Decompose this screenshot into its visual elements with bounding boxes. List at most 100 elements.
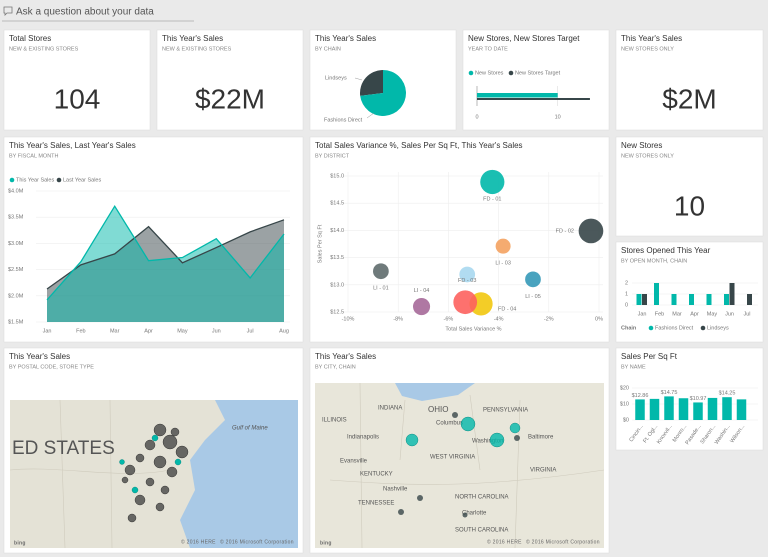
tile-subtitle: BY FISCAL MONTH bbox=[9, 153, 59, 159]
legend-marker bbox=[700, 325, 706, 331]
x-tick-label: 0% bbox=[595, 316, 603, 322]
x-tick-label: May bbox=[177, 328, 188, 334]
value-label: $14.75 bbox=[661, 390, 678, 396]
map-label: VIRGINIA bbox=[530, 468, 556, 474]
bar bbox=[664, 396, 674, 420]
tile-subtitle: BY NAME bbox=[621, 364, 646, 370]
y-tick-label: $2.0M bbox=[8, 293, 24, 299]
y-tick-label: $15.0 bbox=[330, 173, 344, 179]
leader-line bbox=[366, 112, 375, 119]
map-attribution: © 2016 Microsoft Corporation bbox=[526, 538, 600, 545]
bar bbox=[635, 399, 645, 420]
y-tick-label: $14.5 bbox=[330, 201, 344, 207]
bar bbox=[649, 398, 660, 420]
tile-subtitle: NEW & EXISTING STORES bbox=[9, 46, 79, 52]
map-bubble bbox=[417, 495, 423, 501]
area bbox=[47, 206, 284, 322]
map-label: INDIANA bbox=[378, 406, 402, 412]
bar bbox=[722, 397, 732, 420]
map-bubble bbox=[160, 485, 170, 495]
x-tick-label: 10 bbox=[555, 114, 561, 120]
bubble bbox=[480, 169, 505, 195]
map-bubbles bbox=[119, 434, 182, 494]
map-bubble bbox=[462, 512, 468, 518]
y-tick-label: 1 bbox=[625, 291, 628, 297]
bar bbox=[706, 294, 712, 305]
tile-subtitle: NEW STORES ONLY bbox=[621, 153, 674, 159]
point-label: LI - 03 bbox=[495, 261, 511, 267]
map-label: Evansville bbox=[340, 459, 368, 465]
legend-marker bbox=[9, 177, 15, 183]
tile bbox=[615, 347, 764, 451]
x-tick-label: -4% bbox=[494, 316, 504, 322]
map-label: Baltimore bbox=[528, 435, 554, 441]
x-tick-label: May bbox=[707, 311, 718, 317]
tile-subtitle: BY CITY, CHAIN bbox=[315, 364, 356, 370]
map-label: SOUTH CAROLINA bbox=[455, 528, 508, 534]
tile-subtitle: BY DISTRICT bbox=[315, 153, 350, 159]
card-value: 104 bbox=[54, 83, 101, 114]
y-tick-label: 2 bbox=[625, 280, 628, 286]
map-attribution: © 2016 HERE bbox=[181, 538, 216, 545]
tile-title: Stores Opened This Year bbox=[621, 246, 711, 255]
value-label: $10.97 bbox=[690, 396, 707, 402]
x-tick-label: Jul bbox=[743, 311, 750, 317]
map-bubble bbox=[153, 455, 167, 469]
legend-label: New Stores Target bbox=[515, 70, 561, 76]
tile-subtitle: BY POSTAL CODE, STORE TYPE bbox=[9, 364, 94, 370]
x-tick-label: Jan bbox=[43, 328, 52, 334]
tile-title: Total Sales Variance %, Sales Per Sq Ft,… bbox=[315, 141, 523, 150]
y-tick-label: $0 bbox=[623, 417, 629, 423]
legend-marker bbox=[468, 70, 474, 76]
tile-title: New Stores, New Stores Target bbox=[468, 34, 580, 43]
qa-box[interactable]: Ask a question about your data bbox=[2, 6, 194, 22]
map-bubble bbox=[460, 416, 476, 432]
map-label: Charlotte bbox=[462, 511, 487, 517]
tile bbox=[462, 29, 610, 131]
tile-title: This Year's Sales bbox=[621, 34, 682, 43]
map-bubble bbox=[509, 422, 521, 434]
y-tick-label: $2.5M bbox=[8, 267, 24, 273]
legend-marker bbox=[56, 177, 62, 183]
map-bubble bbox=[144, 439, 156, 451]
tile-title: New Stores bbox=[621, 141, 662, 150]
legend-label: New Stores bbox=[475, 70, 504, 76]
x-tick-label: Jan bbox=[638, 311, 647, 317]
card-value: $2M bbox=[662, 83, 716, 114]
bubble bbox=[578, 218, 604, 244]
map-bubble bbox=[124, 464, 136, 476]
bar bbox=[693, 402, 703, 420]
map-bubble bbox=[174, 458, 182, 466]
map-bubble bbox=[166, 466, 178, 478]
bar bbox=[724, 294, 729, 305]
map-label: ILLINOIS bbox=[322, 418, 347, 424]
line bbox=[46, 219, 285, 290]
value-label: $14.25 bbox=[719, 391, 736, 397]
map-bubbles bbox=[405, 416, 521, 448]
bullet-bar bbox=[477, 93, 558, 98]
pie-slice bbox=[360, 70, 406, 116]
pie-label: Fashions Direct bbox=[324, 117, 363, 123]
bar bbox=[671, 294, 677, 305]
tile-title: This Year's Sales bbox=[315, 352, 376, 361]
y-tick-label: $10 bbox=[620, 401, 629, 407]
tile-title: This Year's Sales bbox=[9, 352, 70, 361]
tile-title: This Year's Sales bbox=[162, 34, 223, 43]
tile-subtitle: BY CHAIN bbox=[315, 46, 341, 52]
bar bbox=[689, 294, 694, 305]
map-bubble bbox=[398, 509, 404, 515]
map-bubble bbox=[452, 412, 458, 418]
tile-subtitle: BY OPEN MONTH, CHAIN bbox=[621, 258, 687, 264]
y-tick-label: $14.0 bbox=[330, 228, 344, 234]
bubble bbox=[525, 271, 541, 288]
tile-title: Total Stores bbox=[9, 34, 51, 43]
y-tick-label: $13.5 bbox=[330, 255, 344, 261]
qa-placeholder[interactable]: Ask a question about your data bbox=[16, 7, 154, 18]
map-bubble bbox=[134, 494, 146, 506]
map-bubble bbox=[162, 434, 178, 450]
bubble bbox=[373, 263, 389, 280]
legend-marker bbox=[648, 325, 654, 331]
map-bubble bbox=[151, 434, 159, 442]
map-bubble bbox=[514, 435, 520, 441]
map-logo: bing bbox=[320, 540, 332, 546]
